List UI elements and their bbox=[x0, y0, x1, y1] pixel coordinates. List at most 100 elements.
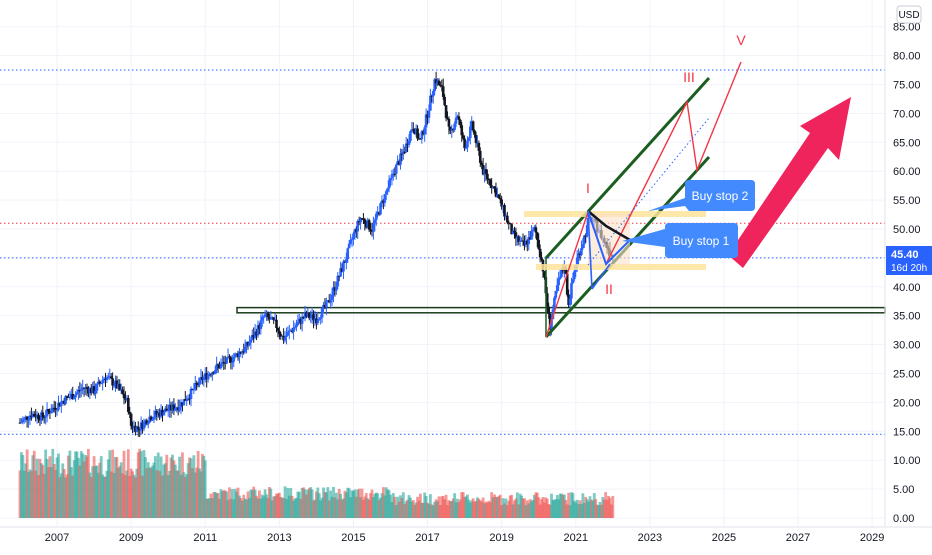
candle-body bbox=[269, 318, 273, 320]
volume-bar bbox=[410, 501, 414, 518]
currency-button[interactable]: USD bbox=[896, 5, 922, 24]
price-tick-label: 10.00 bbox=[893, 455, 921, 467]
buy-stop-2-label: Buy stop 2 bbox=[692, 189, 749, 203]
volume-bar bbox=[77, 457, 80, 518]
volume-bar bbox=[144, 457, 147, 518]
candle-body bbox=[104, 378, 107, 381]
bullish-arrow[interactable] bbox=[728, 97, 851, 268]
volume-bar bbox=[470, 500, 474, 518]
candle-body bbox=[449, 126, 452, 131]
time-tick-label: 2017 bbox=[415, 532, 439, 544]
candle-body bbox=[109, 376, 113, 379]
volume-bar bbox=[483, 503, 486, 518]
wave-projection-line[interactable] bbox=[545, 61, 742, 338]
volume-bar bbox=[362, 499, 365, 518]
candle-body bbox=[256, 325, 260, 336]
candle-body bbox=[124, 398, 127, 400]
volume-bar bbox=[293, 498, 297, 518]
volume-bar bbox=[419, 493, 422, 518]
volume-bar bbox=[367, 499, 371, 518]
candle-body bbox=[38, 419, 42, 421]
candle-body bbox=[216, 364, 220, 366]
volume-bar bbox=[310, 489, 314, 518]
candle-body bbox=[136, 426, 140, 429]
candle-body bbox=[182, 399, 186, 406]
candle-body bbox=[473, 130, 476, 135]
volume-bar bbox=[98, 462, 102, 518]
volume-bar bbox=[551, 500, 555, 518]
volume-bar bbox=[561, 494, 565, 518]
candle-body bbox=[70, 393, 73, 398]
volume-bar bbox=[216, 492, 220, 518]
volume-bar bbox=[126, 449, 130, 518]
candle-body bbox=[407, 140, 411, 145]
buy-stop-1-callout[interactable]: Buy stop 1 bbox=[622, 223, 738, 258]
volume-bar bbox=[20, 452, 23, 518]
volume-bar bbox=[79, 451, 83, 518]
volume-bar bbox=[347, 488, 351, 518]
zone-lower[interactable] bbox=[536, 264, 706, 270]
candle-body bbox=[263, 314, 267, 317]
triangle-bottom-line[interactable] bbox=[591, 263, 611, 290]
volume-bar bbox=[582, 502, 586, 518]
volume-bar bbox=[600, 504, 603, 518]
candle-body bbox=[174, 408, 177, 411]
volume-bar bbox=[363, 496, 367, 518]
volume-bar bbox=[572, 500, 576, 518]
volume-bar bbox=[441, 496, 445, 518]
volume-bar bbox=[467, 499, 471, 518]
volume-bar bbox=[611, 495, 615, 518]
support-band[interactable] bbox=[236, 306, 886, 314]
candle-body bbox=[172, 404, 176, 411]
candle-body bbox=[61, 400, 65, 402]
candle-body bbox=[530, 231, 533, 240]
candle-body bbox=[511, 230, 515, 235]
triangle-lower-line[interactable] bbox=[587, 210, 631, 266]
price-tick-label: 60.00 bbox=[893, 166, 921, 178]
volume-bar bbox=[156, 452, 160, 518]
volume-bar bbox=[42, 473, 46, 518]
candle-body bbox=[24, 416, 27, 418]
volume-bar bbox=[357, 488, 361, 518]
candle-body bbox=[231, 361, 234, 363]
candle-body bbox=[503, 205, 506, 217]
candle-body bbox=[146, 422, 150, 425]
volume-bar bbox=[608, 497, 612, 518]
candle-body bbox=[345, 259, 348, 263]
candle-body bbox=[359, 218, 362, 223]
volume-bar bbox=[413, 504, 417, 518]
buy-stop-2-callout[interactable]: Buy stop 2 bbox=[648, 180, 755, 211]
candle-body bbox=[260, 316, 264, 321]
channel-upper-line[interactable] bbox=[544, 76, 711, 260]
candle-body bbox=[118, 383, 122, 390]
triangle-upper-line[interactable] bbox=[587, 210, 631, 242]
time-axis[interactable]: 2007 2009 2011 2013 2015 2017 2019 2021 2023 2025… bbox=[0, 526, 932, 544]
candle-body bbox=[501, 205, 505, 207]
candle-body bbox=[412, 129, 415, 131]
triangle-left-line[interactable] bbox=[587, 210, 593, 290]
volume-bar bbox=[456, 498, 459, 518]
candle-body bbox=[451, 128, 455, 130]
candle-body bbox=[266, 313, 270, 318]
volume-bar bbox=[270, 500, 274, 518]
volume-bar bbox=[94, 466, 97, 518]
currency-label: USD bbox=[898, 10, 919, 21]
volume-bar bbox=[68, 450, 72, 518]
candle-body bbox=[166, 410, 170, 412]
volume-bar bbox=[206, 498, 210, 518]
candle-body bbox=[383, 194, 387, 203]
volume-bar bbox=[240, 500, 244, 518]
candle-body bbox=[523, 241, 526, 246]
candle-body bbox=[215, 364, 218, 371]
candle-body bbox=[555, 285, 559, 291]
volume-bar bbox=[354, 496, 358, 518]
candle-body bbox=[245, 342, 248, 347]
volume-bar bbox=[495, 497, 499, 518]
candle-body bbox=[506, 215, 509, 223]
candle-body bbox=[548, 314, 552, 330]
candle-body bbox=[145, 420, 149, 425]
volume-bar bbox=[61, 463, 65, 518]
volume-bar bbox=[457, 502, 461, 518]
volume-bar bbox=[193, 472, 197, 518]
